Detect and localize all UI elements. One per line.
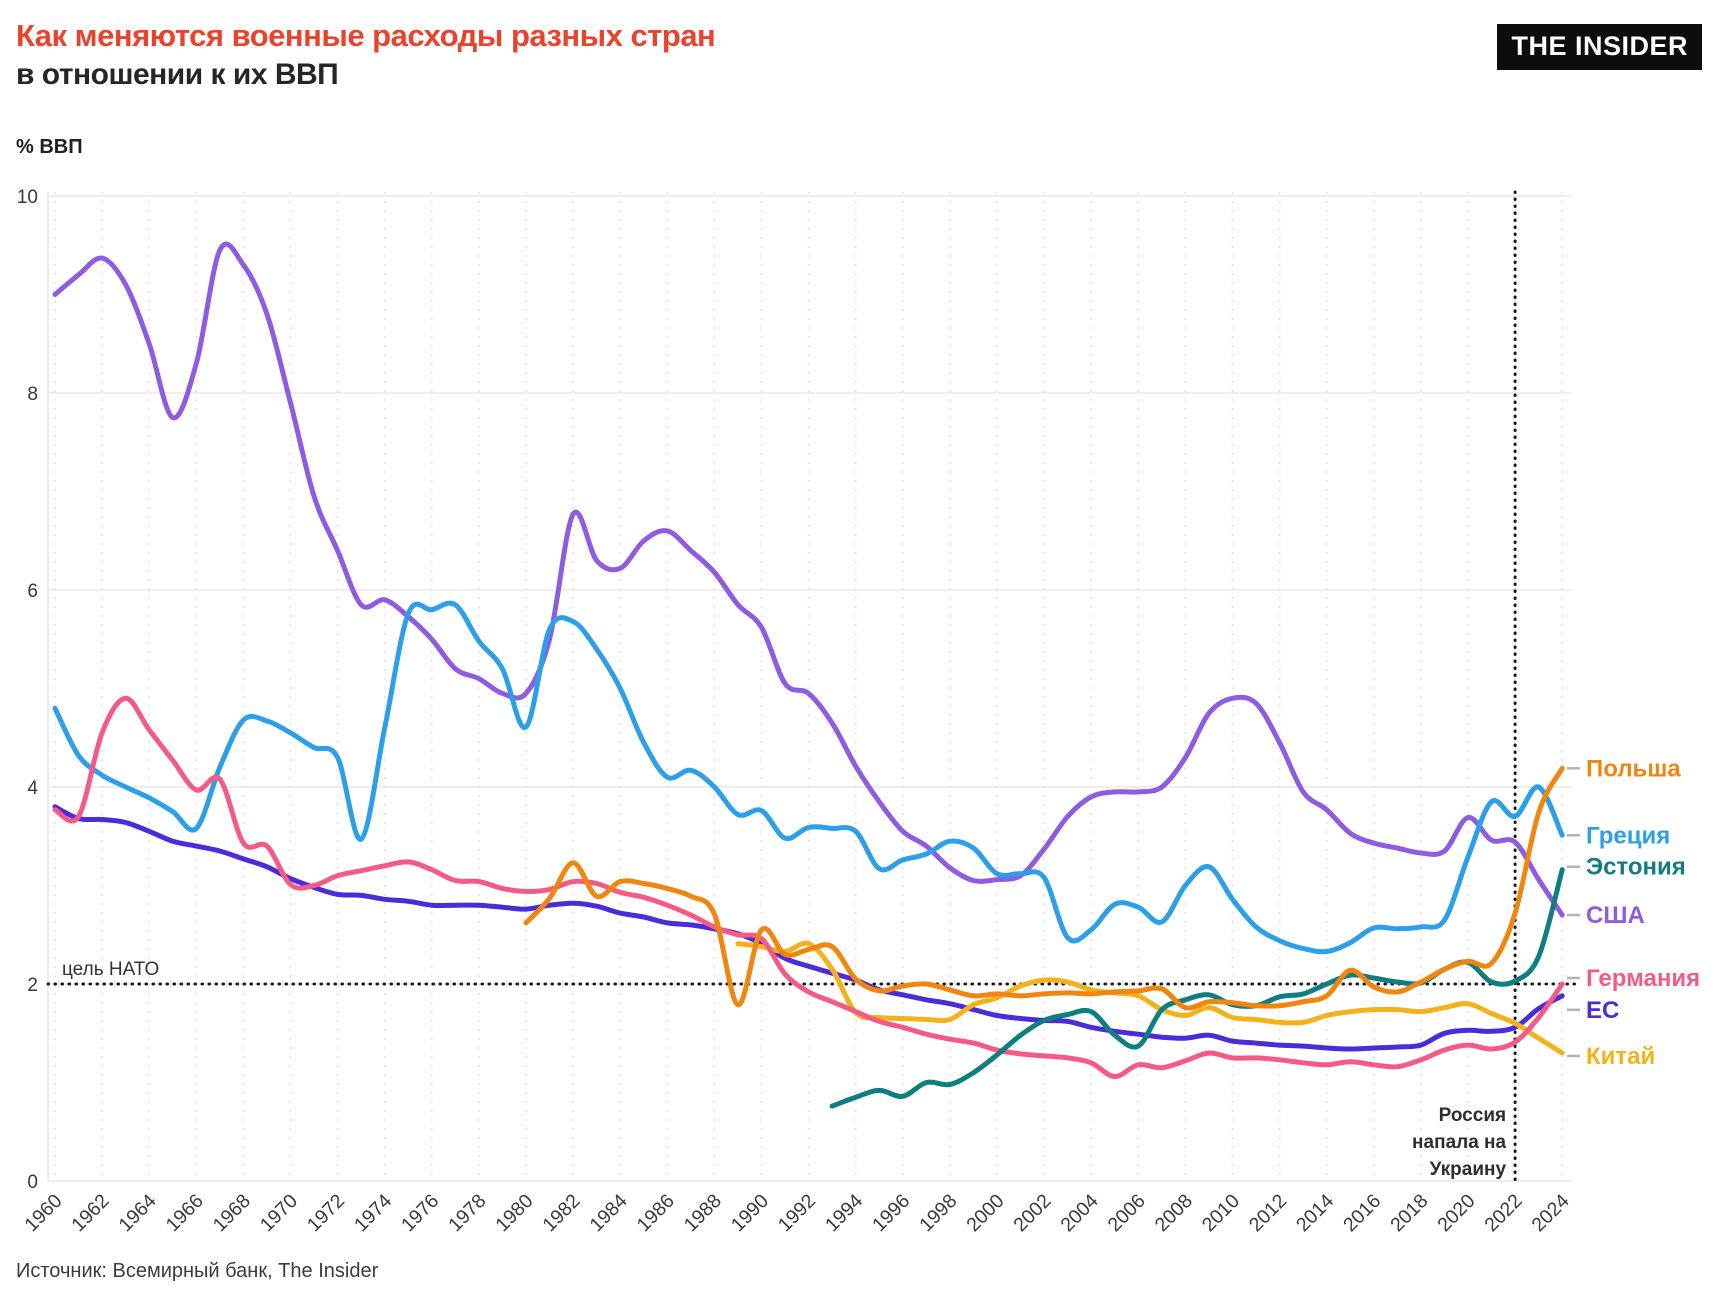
y-tick-label: 10 [17, 187, 38, 208]
legend-label-Китай: Китай [1586, 1043, 1655, 1070]
x-tick-label: 1968 [209, 1190, 255, 1236]
invasion-annotation-line: Украину [1430, 1159, 1507, 1180]
x-tick-label: 2006 [1104, 1190, 1150, 1236]
legend-label-США: США [1586, 902, 1645, 929]
y-tick-label: 4 [27, 778, 38, 799]
legend-label-ЕС: ЕС [1586, 997, 1619, 1024]
x-tick-label: 1988 [680, 1190, 726, 1236]
series-line-США [52, 241, 1565, 918]
series-line-Германия [52, 695, 1565, 1080]
x-tick-label: 1992 [774, 1190, 820, 1236]
x-tick-label: 1982 [538, 1190, 584, 1236]
series-line-Польша [523, 765, 1565, 1011]
x-tick-label: 1978 [444, 1190, 490, 1236]
x-tick-label: 2004 [1056, 1190, 1102, 1236]
y-axis-unit-label: % ВВП [16, 136, 83, 158]
x-tick-label: 1962 [67, 1190, 113, 1236]
x-tick-label: 2020 [1433, 1190, 1479, 1236]
x-tick-label: 1990 [727, 1190, 773, 1236]
x-tick-label: 1996 [868, 1190, 914, 1236]
x-tick-label: 1976 [397, 1190, 443, 1236]
x-tick-label: 2010 [1198, 1190, 1244, 1236]
x-tick-label: 1980 [491, 1190, 537, 1236]
x-tick-label: 2024 [1527, 1190, 1573, 1236]
x-tick-label: 2000 [962, 1190, 1008, 1236]
x-tick-label: 1972 [303, 1190, 349, 1236]
legend-label-Греция: Греция [1586, 822, 1670, 849]
chart-title: Как меняются военные расходы разных стра… [16, 18, 716, 53]
y-tick-label: 6 [27, 581, 38, 602]
x-tick-label: 1994 [821, 1190, 867, 1236]
legend-label-Эстония: Эстония [1586, 854, 1686, 881]
x-tick-label: 2008 [1151, 1190, 1197, 1236]
x-tick-label: 1974 [350, 1190, 396, 1236]
x-tick-label: 2014 [1292, 1190, 1338, 1236]
chart-subtitle: в отношении к их ВВП [16, 58, 339, 91]
x-tick-label: 1966 [162, 1190, 208, 1236]
invasion-annotation-line: Россия [1439, 1105, 1506, 1126]
x-tick-label: 1998 [915, 1190, 961, 1236]
y-tick-label: 0 [27, 1172, 38, 1193]
series-line-Китай [735, 940, 1565, 1056]
x-tick-label: 1984 [585, 1190, 631, 1236]
x-tick-label: 1970 [256, 1190, 302, 1236]
legend-label-Польша: Польша [1586, 755, 1681, 782]
x-tick-label: 1964 [114, 1190, 160, 1236]
source-note: Источник: Всемирный банк, The Insider [16, 1260, 379, 1282]
y-tick-label: 8 [27, 384, 38, 405]
invasion-annotation-line: напала на [1412, 1132, 1506, 1153]
x-tick-label: 2002 [1009, 1190, 1055, 1236]
the-insider-logo: THE INSIDER [1497, 24, 1702, 70]
x-tick-label: 2022 [1480, 1190, 1526, 1236]
legend-label-Германия: Германия [1586, 965, 1700, 992]
y-tick-label: 2 [27, 975, 38, 996]
x-tick-label: 1960 [20, 1190, 66, 1236]
x-tick-label: 2016 [1339, 1190, 1385, 1236]
x-tick-label: 2018 [1386, 1190, 1432, 1236]
nato-target-label: цель НАТО [62, 959, 159, 980]
x-tick-label: 1986 [633, 1190, 679, 1236]
series-line-Греция [52, 600, 1565, 955]
x-tick-label: 2012 [1245, 1190, 1291, 1236]
